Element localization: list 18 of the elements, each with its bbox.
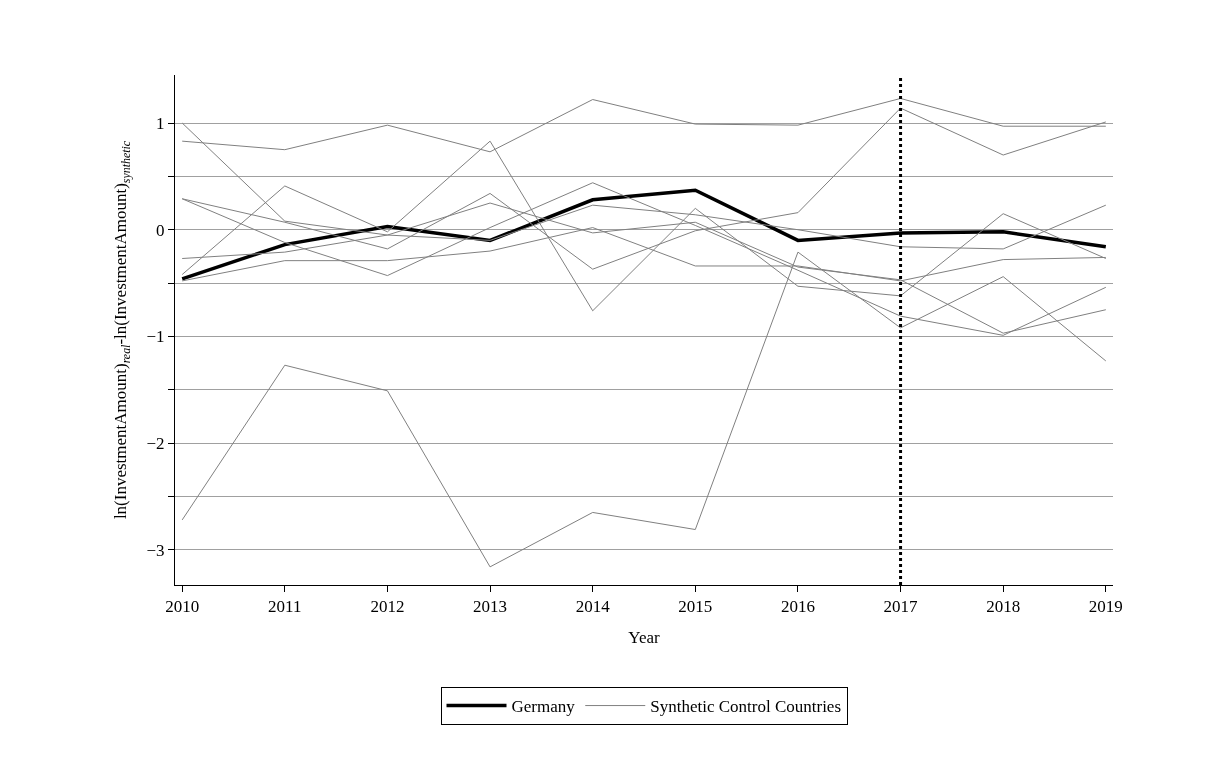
x-tick-label: 2011 (268, 597, 302, 617)
x-tick-label: 2019 (1088, 597, 1123, 617)
y-tick-label: −2 (146, 434, 165, 454)
x-tick-label: 2013 (473, 597, 508, 617)
x-tick-label: 2014 (575, 597, 611, 617)
y-tick-label: 1 (156, 113, 165, 133)
x-tick-label: 2012 (370, 597, 405, 617)
y-tick-label: −3 (146, 540, 165, 560)
legend-label: Synthetic Control Countries (650, 697, 842, 717)
y-tick-label: −1 (146, 327, 165, 347)
legend-label: Germany (511, 697, 576, 717)
x-tick-label: 2010 (165, 597, 200, 617)
x-tick-label: 2018 (986, 597, 1021, 617)
y-tick-label: 0 (156, 220, 165, 240)
x-tick-label: 2015 (678, 597, 713, 617)
x-tick-label: 2016 (780, 597, 815, 617)
x-tick-label: 2017 (883, 597, 919, 617)
x-axis-title: Year (628, 627, 660, 647)
